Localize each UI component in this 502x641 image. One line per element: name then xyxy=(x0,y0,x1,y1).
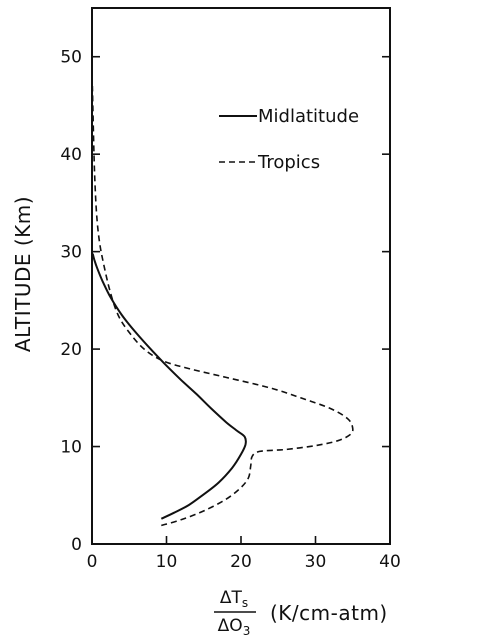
y-tick-label: 40 xyxy=(60,145,82,165)
legend-label-midlatitude: Midlatitude xyxy=(258,106,359,127)
x-axis-denominator: ΔO3 xyxy=(218,616,251,638)
y-tick-label: 50 xyxy=(60,48,82,68)
y-axis-title: ALTITUDE (Km) xyxy=(11,196,35,352)
legend-item-tropics: Tropics xyxy=(219,152,320,173)
x-tick-label: 30 xyxy=(305,552,327,572)
x-axis-numerator: ΔTs xyxy=(220,588,248,610)
legend: Midlatitude Tropics xyxy=(219,106,359,173)
legend-item-midlatitude: Midlatitude xyxy=(219,106,359,127)
y-tick-label: 20 xyxy=(60,340,82,360)
plot-frame-group xyxy=(91,7,391,545)
y-tick-label: 30 xyxy=(60,243,82,263)
x-axis-denominator-main: ΔO xyxy=(218,616,243,636)
y-ticks: 0 10 20 30 40 50 xyxy=(60,48,390,555)
plot-frame xyxy=(91,7,391,545)
y-tick-label: 0 xyxy=(71,535,82,555)
x-ticks: 0 10 20 30 40 xyxy=(87,536,401,572)
series-layer xyxy=(91,85,354,527)
x-tick-label: 40 xyxy=(379,552,401,572)
series-line-midlatitude xyxy=(91,253,247,520)
x-axis-title: ΔTs ΔO3 (K/cm-atm) xyxy=(214,588,388,638)
x-axis-units: (K/cm-atm) xyxy=(270,601,388,625)
x-tick-label: 20 xyxy=(230,552,252,572)
x-tick-label: 0 xyxy=(87,552,98,572)
series-line-tropics xyxy=(91,85,354,527)
legend-label-tropics: Tropics xyxy=(257,152,320,173)
x-axis-numerator-sub: s xyxy=(242,596,248,610)
x-axis-numerator-main: ΔT xyxy=(220,588,243,608)
x-tick-label: 10 xyxy=(156,552,178,572)
y-tick-label: 10 xyxy=(60,438,82,458)
x-axis-denominator-sub: 3 xyxy=(243,624,251,638)
